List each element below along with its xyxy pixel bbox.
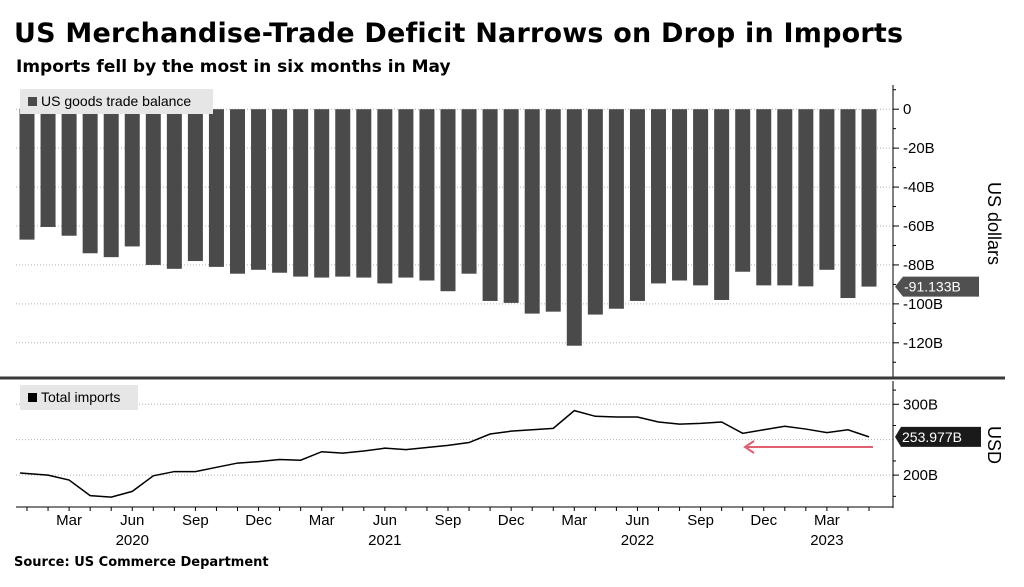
bar <box>545 109 561 312</box>
callout-shape <box>895 276 979 297</box>
y-tick-label: -120B <box>903 335 943 352</box>
bar <box>166 109 182 269</box>
bar <box>777 109 793 286</box>
source-note: Source: US Commerce Department <box>14 555 269 570</box>
y-tick-label: -100B <box>903 296 943 313</box>
x-year-label: 2022 <box>621 532 654 549</box>
last-value-callout: 253.977B <box>895 426 981 447</box>
x-tick-label: Mar <box>309 512 335 529</box>
bar <box>461 109 477 274</box>
legend-swatch <box>28 393 37 402</box>
bar <box>335 109 351 277</box>
bar <box>798 109 814 287</box>
bar <box>482 109 498 301</box>
bar <box>840 109 856 299</box>
chart-title: US Merchandise-Trade Deficit Narrows on … <box>14 18 904 49</box>
imports-line <box>19 409 870 498</box>
x-tick-label: Sep <box>182 512 209 529</box>
x-tick-label: Jun <box>120 512 144 529</box>
legend-trade-balance: US goods trade balance <box>20 89 213 114</box>
legend-label: US goods trade balance <box>41 93 191 109</box>
bar <box>735 109 751 272</box>
trade-balance-panel: 0 -20B -40B -60B -80B -100B -120B US goods trad… <box>0 85 1005 380</box>
y-tick-label: -20B <box>903 140 935 157</box>
x-year-label: 2021 <box>368 532 401 549</box>
bar <box>61 109 77 236</box>
bar <box>714 109 730 300</box>
callout-label: 253.977B <box>902 429 962 445</box>
x-year-label: 2020 <box>116 532 149 549</box>
bar <box>356 109 372 278</box>
bar <box>608 109 624 309</box>
x-tick-label: Dec <box>245 512 272 529</box>
x-tick-label: Mar <box>814 512 840 529</box>
bar <box>819 109 835 270</box>
y-tick-label: -80B <box>903 257 935 274</box>
chart-subtitle: Imports fell by the most in six months i… <box>16 57 451 77</box>
bar <box>861 109 877 287</box>
legend-label: Total imports <box>41 389 120 405</box>
y-tick-label: 300B <box>903 396 938 413</box>
bar <box>651 109 666 284</box>
bar <box>440 109 456 292</box>
bar <box>40 109 56 227</box>
legend-background <box>20 89 213 114</box>
bar <box>19 109 35 240</box>
annotation-arrow <box>743 440 873 454</box>
bar <box>377 109 393 284</box>
x-tick-label: Dec <box>750 512 777 529</box>
legend-imports: Total imports <box>20 385 138 410</box>
bar <box>314 109 330 278</box>
bar <box>398 109 414 278</box>
y-axis-title: US dollars <box>984 182 1004 265</box>
last-value-callout: -91.133B <box>895 276 979 297</box>
x-tick-label: Mar <box>56 512 82 529</box>
bar <box>187 109 203 262</box>
bar <box>672 109 688 281</box>
x-tick-label: Sep <box>435 512 462 529</box>
y-tick-label: 200B <box>903 467 938 484</box>
bar <box>230 109 245 274</box>
legend-swatch <box>28 97 37 106</box>
bar <box>272 109 288 273</box>
bar <box>82 109 98 254</box>
bar <box>587 109 603 315</box>
bar <box>419 109 435 281</box>
bar <box>503 109 519 303</box>
x-tick-label: Jun <box>625 512 649 529</box>
callout-shape <box>895 426 981 447</box>
bar <box>629 109 645 301</box>
callout-label: -91.133B <box>904 279 961 295</box>
y-axis-title: USD <box>984 426 1004 464</box>
arrow-head <box>743 440 755 454</box>
x-axis: Mar Jun Sep Dec Mar Jun Sep Dec Mar Jun Sep Dec Mar 2… <box>16 506 893 549</box>
x-tick-label: Sep <box>687 512 714 529</box>
x-tick-label: Mar <box>561 512 587 529</box>
bar <box>208 109 224 267</box>
y-tick-label: 0 <box>903 101 911 118</box>
bar <box>566 109 582 346</box>
bar <box>756 109 772 286</box>
bar <box>693 109 709 286</box>
y-tick-label: -60B <box>903 218 935 235</box>
bar <box>251 109 267 270</box>
bar <box>293 109 309 277</box>
legend-background <box>20 385 138 410</box>
x-year-label: 2023 <box>810 532 843 549</box>
imports-panel: 300B 200B Total imports USD 253.977B <box>16 381 1004 508</box>
bar <box>124 109 140 247</box>
bar <box>524 109 540 314</box>
bar <box>103 109 119 258</box>
x-tick-label: Dec <box>498 512 525 529</box>
y-tick-label: -40B <box>903 179 935 196</box>
bar <box>145 109 161 265</box>
x-tick-label: Jun <box>373 512 397 529</box>
